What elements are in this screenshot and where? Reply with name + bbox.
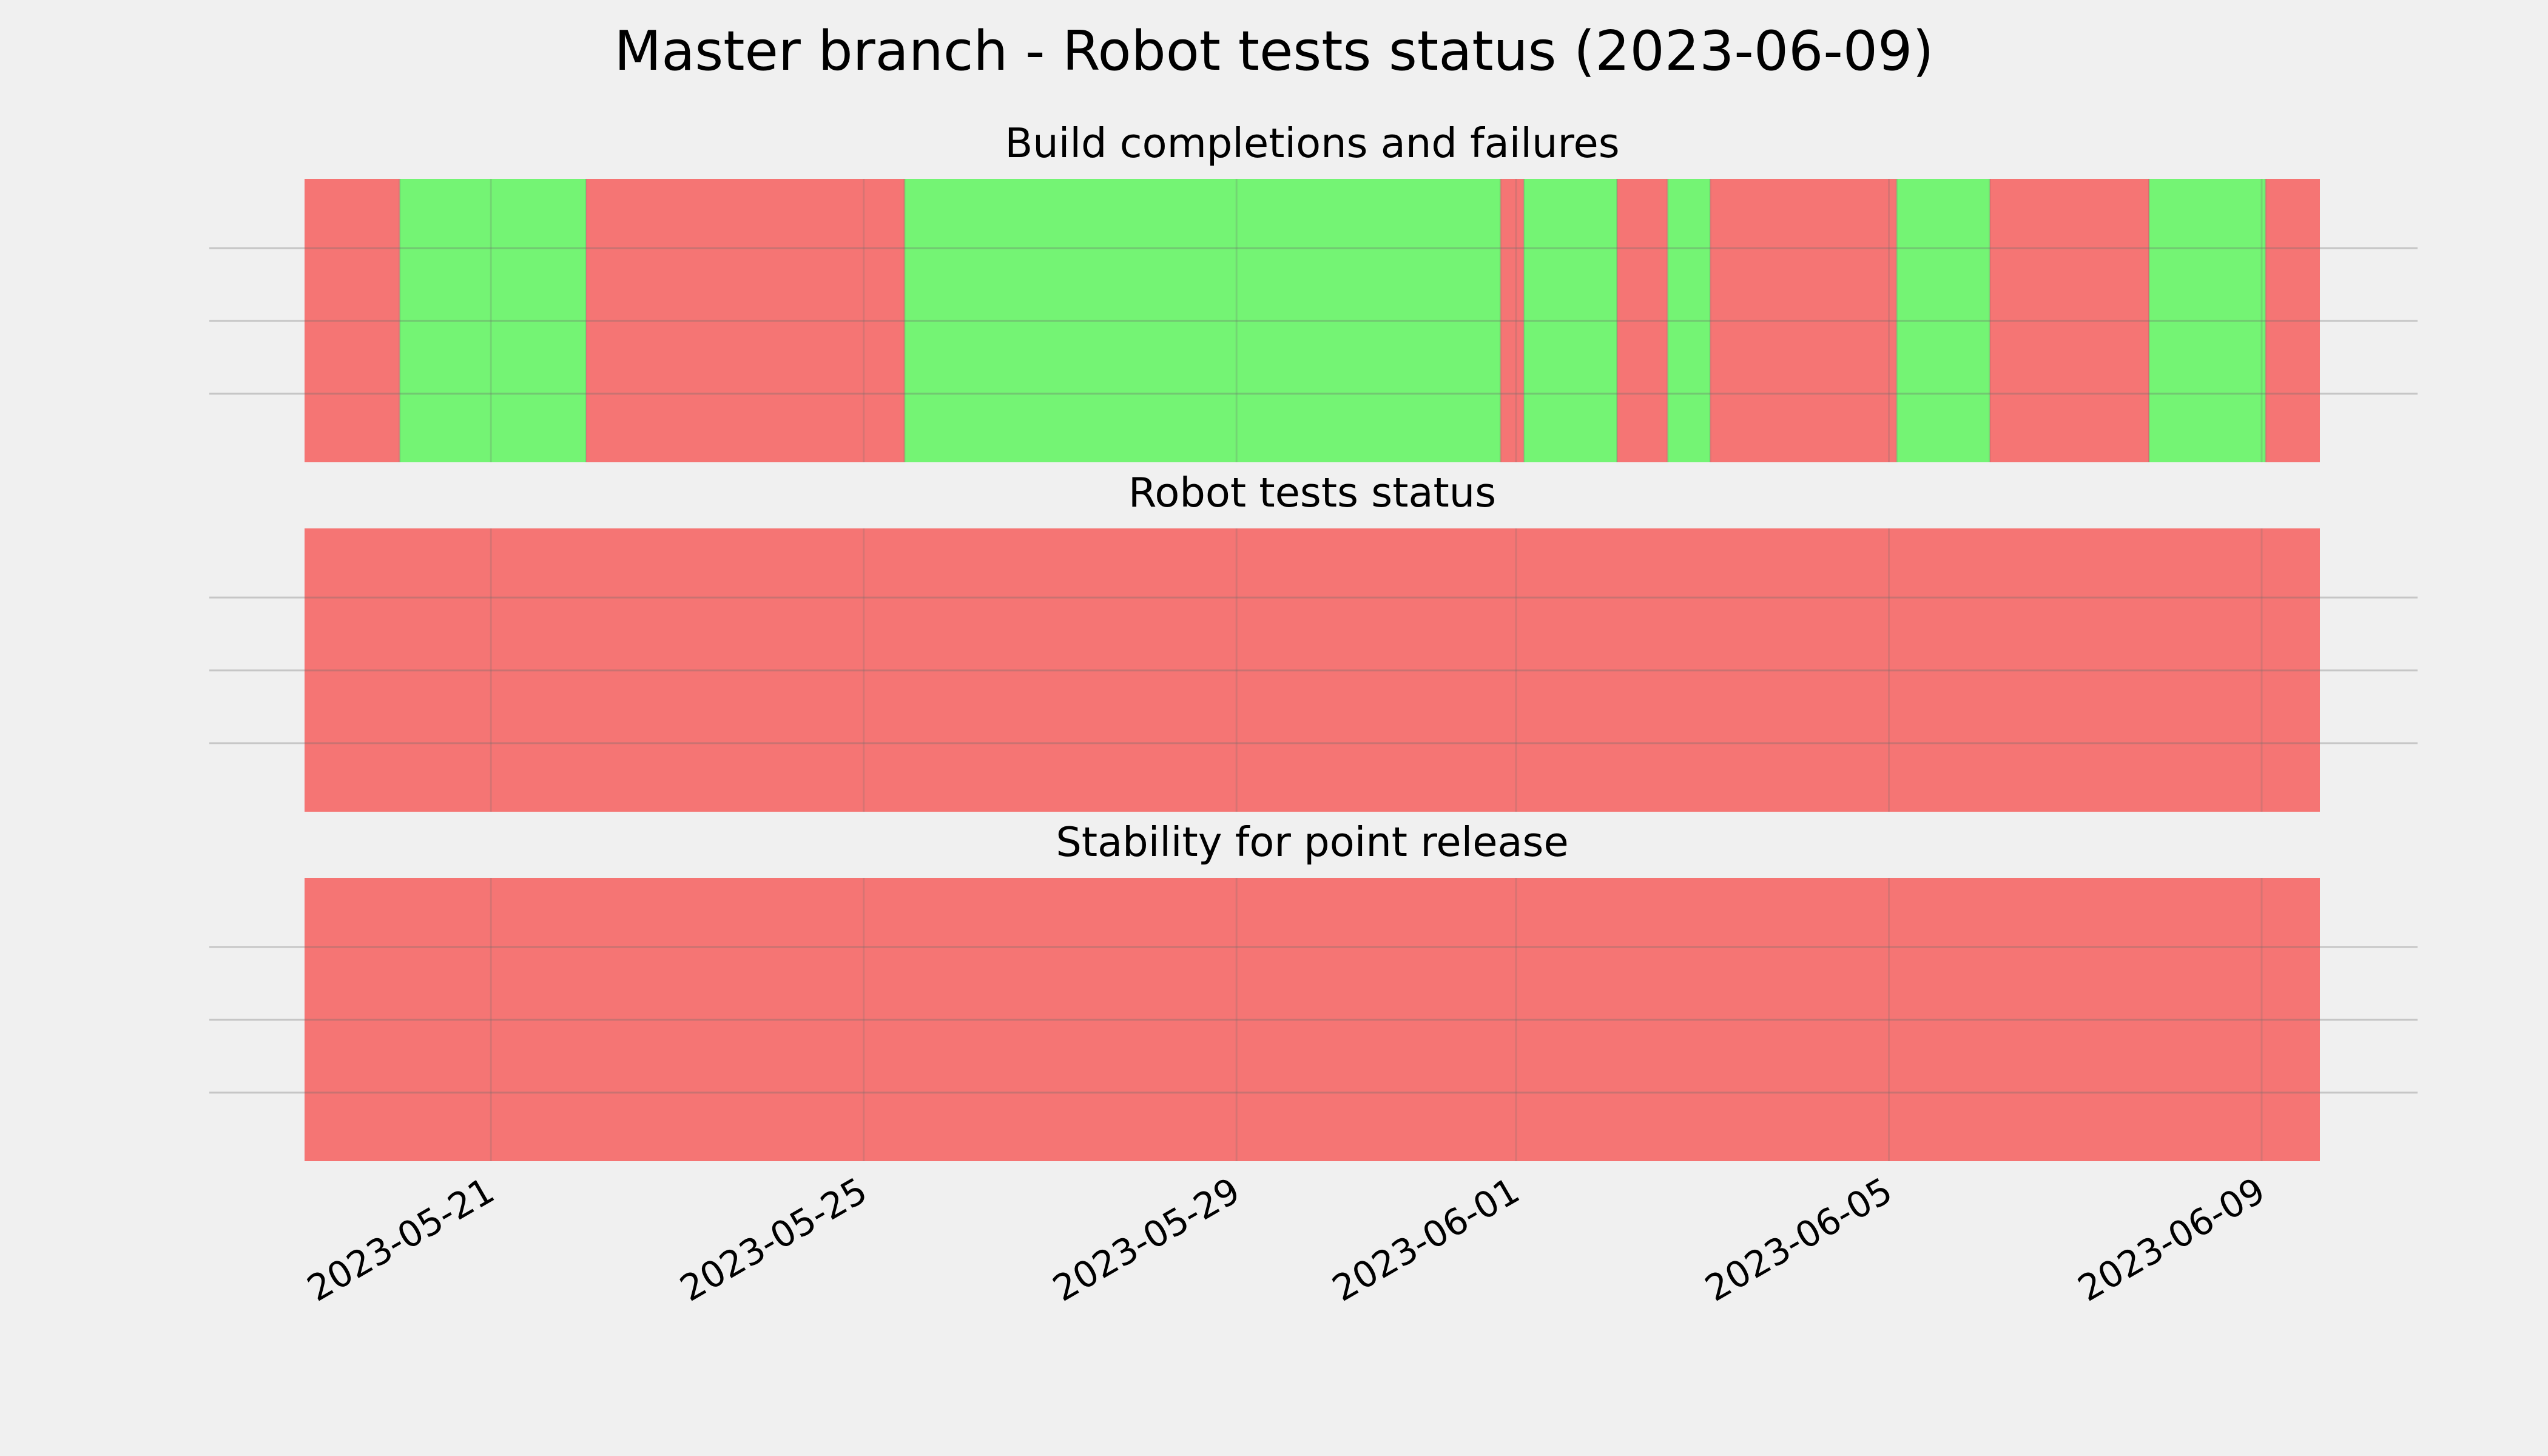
- status-segment-pass: [1667, 179, 1711, 462]
- status-segment-fail: [1989, 179, 2149, 462]
- status-segment-fail: [305, 878, 2320, 1161]
- panel: Build completions and failures: [209, 120, 2418, 462]
- status-segment-fail: [2265, 179, 2320, 462]
- panel: Robot tests status: [209, 469, 2418, 812]
- panels-group: Build completions and failures Robot test…: [209, 120, 2418, 1161]
- status-segment-pass: [399, 179, 586, 462]
- panel-title: Build completions and failures: [1005, 120, 1619, 167]
- status-segment-fail: [586, 179, 905, 462]
- status-segment-pass: [2149, 179, 2266, 462]
- status-segment-fail: [1710, 179, 1897, 462]
- status-segment-pass: [1523, 179, 1617, 462]
- chart-title: Master branch - Robot tests status (2023…: [615, 19, 1934, 83]
- panel-title: Robot tests status: [1128, 469, 1496, 516]
- status-segment-fail: [305, 528, 2320, 812]
- panel: Stability for point release: [209, 818, 2418, 1161]
- status-segment-pass: [1896, 179, 1990, 462]
- status-segment-pass: [904, 179, 1501, 462]
- panel-title: Stability for point release: [1056, 818, 1568, 866]
- status-segment-fail: [1617, 179, 1668, 462]
- status-segment-fail: [1500, 179, 1524, 462]
- status-segment-fail: [305, 179, 400, 462]
